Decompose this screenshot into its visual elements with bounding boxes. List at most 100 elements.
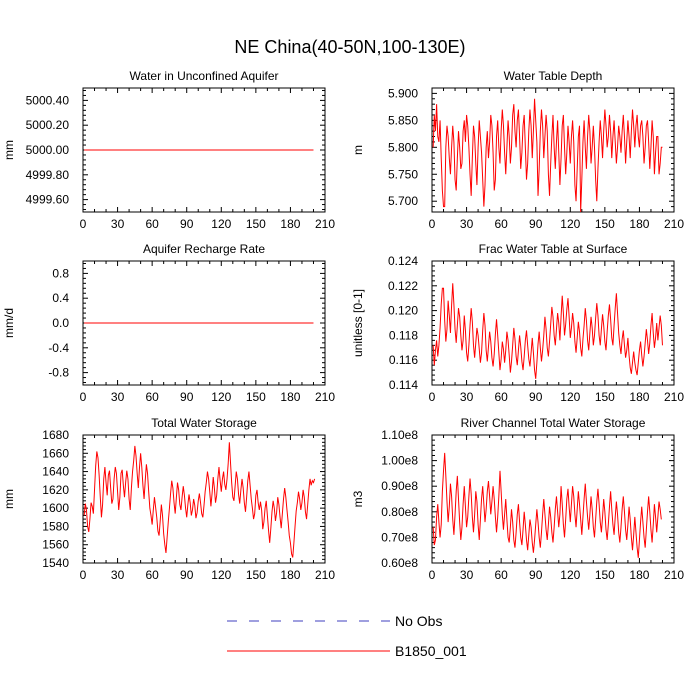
x-tick-label: 60	[145, 217, 159, 231]
x-tick-label: 180	[280, 217, 300, 231]
y-tick-label: 5.750	[388, 167, 418, 181]
y-tick-label: 5.800	[388, 140, 418, 154]
panel-title: Total Water Storage	[151, 416, 257, 430]
chart-panel-4: Frac Water Table at Surface 0 30 60 90 120 150…	[351, 242, 684, 404]
x-tick-label: 120	[560, 217, 580, 231]
y-tick-label: 0.114	[389, 378, 418, 392]
y-axis-label: mm/d	[2, 308, 16, 338]
panel-title: Water Table Depth	[504, 69, 603, 83]
panel-title: Water in Unconfined Aquifer	[130, 69, 279, 83]
x-tick-label: 180	[280, 568, 300, 582]
x-tick-label: 120	[211, 568, 231, 582]
y-axis-label: m3	[351, 490, 365, 507]
series-line-B1850_001	[83, 442, 316, 558]
y-tick-label: 1600	[42, 501, 69, 515]
y-tick-label: 0.0	[52, 316, 69, 330]
y-tick-label: 1620	[42, 483, 69, 497]
series-line-B1850_001	[432, 452, 662, 558]
x-tick-label: 120	[211, 217, 231, 231]
y-axis-label: m	[351, 145, 365, 155]
x-tick-label: 210	[664, 568, 684, 582]
y-tick-label: 5000.20	[26, 118, 70, 132]
legend-label: B1850_001	[395, 643, 467, 659]
y-tick-label: -0.8	[48, 366, 69, 380]
legend: No Obs B1850_001	[227, 613, 467, 659]
figure-title: NE China(40-50N,100-130E)	[234, 37, 465, 57]
x-tick-label: 60	[145, 390, 159, 404]
x-tick-label: 30	[111, 568, 125, 582]
x-tick-label: 210	[664, 217, 684, 231]
legend-item: B1850_001	[227, 643, 467, 659]
y-tick-label: -0.4	[48, 341, 69, 355]
y-tick-label: 4999.80	[26, 168, 70, 182]
x-tick-label: 180	[280, 390, 300, 404]
panel-title: Frac Water Table at Surface	[479, 242, 628, 256]
panel-title: Aquifer Recharge Rate	[143, 242, 265, 256]
y-tick-label: 0.80e8	[381, 505, 418, 519]
x-tick-label: 90	[180, 568, 194, 582]
chart-panel-3: Aquifer Recharge Rate 0 30 60 90 120 150 180 210…	[2, 242, 335, 404]
x-tick-label: 180	[629, 217, 649, 231]
plot-frame	[431, 434, 675, 564]
chart-panel-2: Water Table Depth 0 30 60 90 120 150 180 210 5.70…	[351, 69, 684, 231]
y-tick-label: 1.10e8	[381, 428, 418, 442]
x-tick-label: 60	[494, 217, 508, 231]
x-tick-label: 30	[111, 217, 125, 231]
y-axis-label: unitless [0-1]	[351, 289, 365, 357]
plot-frame	[82, 434, 326, 564]
y-tick-label: 0.118	[389, 328, 418, 342]
y-tick-label: 0.122	[388, 279, 418, 293]
y-tick-label: 0.60e8	[381, 556, 418, 570]
panel-title: River Channel Total Water Storage	[461, 416, 646, 430]
plot-frame	[431, 260, 675, 386]
y-tick-label: 5.700	[388, 194, 418, 208]
series-line-B1850_001	[432, 98, 663, 213]
x-tick-label: 180	[629, 390, 649, 404]
y-tick-label: 0.70e8	[381, 530, 418, 544]
x-tick-label: 210	[664, 390, 684, 404]
y-tick-label: 5000.40	[26, 93, 70, 107]
x-tick-label: 0	[429, 568, 436, 582]
y-tick-label: 1680	[42, 428, 69, 442]
y-tick-label: 5.850	[388, 113, 418, 127]
y-tick-label: 1640	[42, 465, 69, 479]
legend-item: No Obs	[227, 613, 442, 629]
chart-panel-1: Water in Unconfined Aquifer 0 30 60 90 120 150…	[2, 69, 335, 231]
y-axis-label: mm	[2, 140, 16, 160]
x-tick-label: 0	[80, 568, 87, 582]
x-tick-label: 60	[145, 568, 159, 582]
x-tick-label: 120	[560, 568, 580, 582]
x-tick-label: 90	[180, 217, 194, 231]
y-tick-label: 1660	[42, 446, 69, 460]
y-tick-label: 4999.60	[26, 193, 70, 207]
x-tick-label: 0	[429, 390, 436, 404]
x-tick-label: 150	[246, 217, 266, 231]
x-tick-label: 150	[246, 390, 266, 404]
x-tick-label: 150	[595, 390, 615, 404]
x-tick-label: 30	[460, 568, 474, 582]
x-tick-label: 30	[460, 390, 474, 404]
x-tick-label: 0	[429, 217, 436, 231]
y-tick-label: 0.120	[388, 304, 418, 318]
y-tick-label: 1540	[42, 556, 69, 570]
x-tick-label: 210	[315, 390, 335, 404]
y-tick-label: 5000.00	[26, 143, 70, 157]
x-tick-label: 120	[560, 390, 580, 404]
x-tick-label: 210	[315, 217, 335, 231]
y-tick-label: 5.900	[388, 86, 418, 100]
legend-label: No Obs	[395, 613, 442, 629]
x-tick-label: 120	[211, 390, 231, 404]
y-tick-label: 0.4	[52, 291, 69, 305]
y-tick-label: 0.90e8	[381, 479, 418, 493]
x-tick-label: 90	[180, 390, 194, 404]
x-tick-label: 30	[460, 217, 474, 231]
y-tick-label: 0.8	[52, 266, 69, 280]
x-tick-label: 0	[80, 217, 87, 231]
x-tick-label: 60	[494, 568, 508, 582]
y-tick-label: 1560	[42, 538, 69, 552]
plot-frame	[431, 87, 675, 213]
x-tick-label: 60	[494, 390, 508, 404]
y-tick-label: 1.00e8	[381, 454, 418, 468]
x-tick-label: 0	[80, 390, 87, 404]
x-tick-label: 90	[529, 390, 543, 404]
